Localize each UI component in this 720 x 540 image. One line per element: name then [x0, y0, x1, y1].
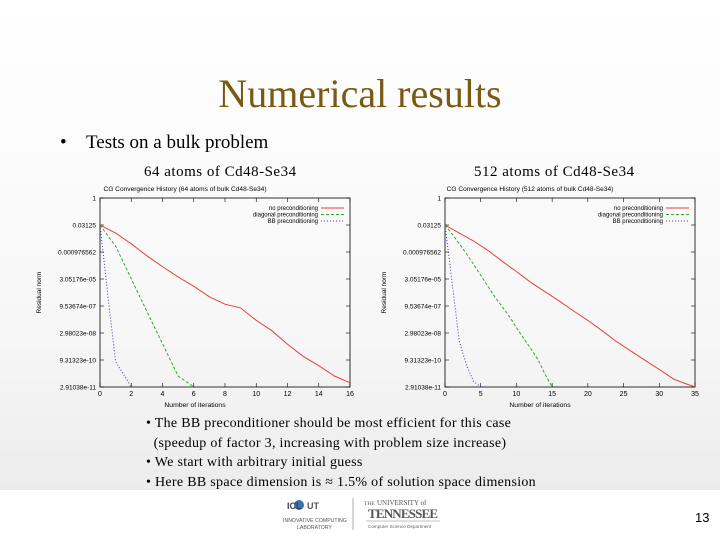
- chart-caption-512: 512 atoms of Cd48-Se34: [474, 164, 635, 180]
- chart-title: CG Convergence History (64 atoms of bulk…: [103, 186, 266, 193]
- y-tick-label: 0.03125: [418, 223, 442, 230]
- icl-logo-text: ICL: [287, 501, 302, 511]
- x-tick-label: 10: [252, 391, 260, 398]
- y-tick-label: 3.05176e-05: [59, 277, 96, 284]
- x-tick-label: 35: [691, 391, 699, 398]
- series-line: [99, 225, 132, 388]
- series-line: [444, 224, 553, 388]
- x-tick-label: 0: [443, 391, 447, 398]
- x-tick-label: 6: [192, 391, 196, 398]
- icl-logo-line1: INNOVATIVE COMPUTING: [283, 518, 347, 524]
- ut-logo-the: THE: [364, 501, 375, 507]
- x-tick-label: 5: [479, 391, 483, 398]
- x-tick-label: 20: [584, 391, 592, 398]
- icl-logo-line2: LABORATORY: [297, 525, 332, 531]
- legend-label: diagonal preconditioning: [598, 213, 663, 219]
- note-line: • Here BB space dimension is ≈ 1.5% of s…: [146, 474, 536, 490]
- page-number: 13: [695, 510, 710, 525]
- y-tick-label: 2.91038e-11: [405, 385, 441, 392]
- ut-logo-state: TENNESSEE: [368, 506, 438, 521]
- legend-label: BB preconditioning: [613, 219, 663, 225]
- y-tick-label: 2.98023e-08: [59, 331, 96, 338]
- y-tick-label: 9.53674e-07: [59, 304, 96, 311]
- plot-frame: [444, 197, 696, 388]
- note-line: • We start with arbitrary initial guess: [146, 455, 363, 470]
- bullet-dot-icon: •: [60, 132, 67, 153]
- icl-logo-ut-text: UT: [307, 501, 319, 511]
- ut-logo-university: UNIVERSITY of: [377, 499, 427, 507]
- y-tick-label: 1: [437, 196, 441, 203]
- x-tick-label: 2: [129, 391, 133, 398]
- y-axis-label: Residual norm: [36, 272, 43, 314]
- x-tick-label: 15: [548, 391, 556, 398]
- ut-logo: THE UNIVERSITY of TENNESSEE Computer Sci…: [364, 499, 440, 529]
- x-tick-label: 12: [284, 391, 292, 398]
- note-line: (speedup of factor 3, increasing with pr…: [146, 435, 507, 451]
- y-tick-label: 0.000976562: [58, 250, 96, 257]
- x-tick-label: 16: [346, 391, 354, 398]
- notes-list: • The BB preconditioner should be most e…: [146, 414, 536, 492]
- legend-label: no preconditioning: [614, 206, 663, 212]
- legend-label: diagonal preconditioning: [253, 213, 318, 219]
- y-tick-label: 1: [92, 196, 96, 203]
- x-tick-label: 10: [513, 391, 521, 398]
- convergence-chart-512-svg: CG Convergence History (512 atoms of bul…: [381, 186, 699, 409]
- series-line: [444, 224, 696, 388]
- bullet-item: • Tests on a bulk problem: [60, 132, 268, 154]
- y-axis-label: Residual norm: [381, 272, 388, 314]
- y-tick-label: 0.03125: [73, 223, 97, 230]
- x-axis-label: Number of iterations: [164, 402, 226, 409]
- chart-caption-64: 64 atoms of Cd48-Se34: [144, 164, 297, 180]
- note-line: • The BB preconditioner should be most e…: [146, 416, 512, 431]
- x-tick-label: 4: [161, 391, 165, 398]
- y-tick-label: 9.53674e-07: [404, 304, 441, 311]
- footer-bar: [0, 490, 720, 540]
- x-tick-label: 0: [98, 391, 102, 398]
- series-line: [444, 225, 482, 388]
- y-tick-label: 9.31323e-10: [59, 358, 96, 365]
- x-tick-label: 8: [223, 391, 227, 398]
- series-line: [99, 224, 351, 384]
- x-tick-label: 14: [315, 391, 323, 398]
- x-tick-label: 25: [620, 391, 628, 398]
- slide-title: Numerical results: [218, 71, 502, 116]
- y-tick-label: 3.05176e-05: [404, 277, 441, 284]
- chart-title: CG Convergence History (512 atoms of bul…: [447, 186, 614, 193]
- y-tick-label: 2.91038e-11: [60, 385, 96, 392]
- convergence-chart-64-svg: CG Convergence History (64 atoms of bulk…: [36, 186, 354, 409]
- icl-ut-logo: ICL UT INNOVATIVE COMPUTING LABORATORY: [283, 498, 354, 531]
- y-tick-label: 2.98023e-08: [404, 331, 441, 338]
- legend-label: no preconditioning: [269, 206, 318, 212]
- bullet-text: Tests on a bulk problem: [86, 132, 269, 153]
- y-tick-label: 0.000976562: [403, 250, 441, 257]
- x-axis-label: Number of iterations: [509, 402, 571, 409]
- convergence-chart-64: CG Convergence History (64 atoms of bulk…: [30, 180, 360, 415]
- x-tick-label: 30: [655, 391, 663, 398]
- ut-logo-dept: Computer Science Department: [368, 524, 432, 529]
- series-line: [99, 224, 195, 388]
- convergence-chart-512: CG Convergence History (512 atoms of bul…: [375, 180, 705, 415]
- y-tick-label: 9.31323e-10: [404, 358, 441, 365]
- legend-label: BB preconditioning: [268, 219, 318, 225]
